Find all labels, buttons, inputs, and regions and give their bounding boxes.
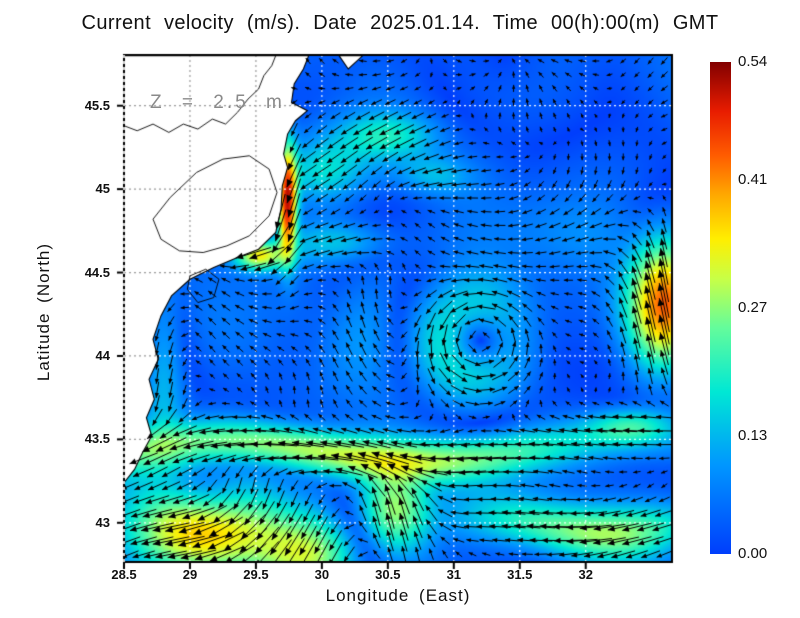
- map-canvas: [116, 53, 676, 573]
- x-tick-label: 29.5: [243, 567, 269, 582]
- colorbar-tick-label: 0.13: [738, 426, 768, 444]
- x-tick-label: 31: [446, 567, 462, 582]
- depth-annotation: Z = 2.5 m: [150, 92, 285, 113]
- x-tick-label: 31.5: [507, 567, 533, 582]
- figure-title: Current velocity (m/s). Date 2025.01.14.…: [81, 12, 719, 34]
- x-axis-label: Longitude (East): [325, 586, 471, 605]
- x-tick-label: 30: [314, 567, 330, 582]
- colorbar-tick-label: 0.41: [738, 171, 768, 189]
- colorbar-gradient: [710, 62, 731, 554]
- x-tick-label: 30.5: [375, 567, 401, 582]
- y-tick-label: 45: [95, 181, 110, 197]
- x-tick-label: 28.5: [111, 567, 137, 582]
- y-axis-label: Latitude (North): [34, 242, 53, 382]
- x-tick-label: 32: [578, 567, 593, 582]
- colorbar-tick-label: 0.00: [738, 545, 768, 562]
- y-tick-label: 43.5: [84, 431, 110, 447]
- colorbar-tick-label: 0.54: [738, 53, 768, 70]
- y-tick-label: 44.5: [84, 264, 110, 280]
- x-tick-label: 29: [182, 567, 198, 582]
- y-tick-label: 44: [95, 347, 110, 363]
- colorbar-tick-label: 0.27: [738, 299, 768, 316]
- y-tick-label: 43: [95, 514, 110, 530]
- y-tick-label: 45.5: [84, 97, 110, 113]
